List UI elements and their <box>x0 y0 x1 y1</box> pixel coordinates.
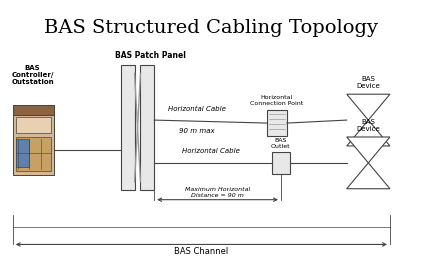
Text: BAS
Outlet: BAS Outlet <box>271 138 291 149</box>
Polygon shape <box>347 137 390 163</box>
Polygon shape <box>347 120 390 146</box>
Polygon shape <box>347 94 390 120</box>
Text: 90 m max: 90 m max <box>179 128 214 134</box>
Bar <box>16 139 30 167</box>
Bar <box>272 152 290 174</box>
Text: BAS
Device: BAS Device <box>357 76 380 89</box>
Text: Horizontal Cable: Horizontal Cable <box>182 148 240 154</box>
Text: BAS
Device: BAS Device <box>357 119 380 132</box>
Text: BAS Patch Panel: BAS Patch Panel <box>115 51 186 60</box>
Bar <box>16 137 51 171</box>
Text: BAS Channel: BAS Channel <box>174 247 228 256</box>
Bar <box>13 105 54 175</box>
Polygon shape <box>347 163 390 189</box>
Text: Maximum Horizontal
Distance = 90 m: Maximum Horizontal Distance = 90 m <box>185 187 250 198</box>
Bar <box>13 105 54 115</box>
Text: BAS Structured Cabling Topology: BAS Structured Cabling Topology <box>44 19 378 37</box>
Bar <box>140 65 154 190</box>
Text: Horizontal
Connection Point: Horizontal Connection Point <box>250 95 304 106</box>
Bar <box>16 117 51 133</box>
Text: BAS
Controller/
Outstation: BAS Controller/ Outstation <box>11 65 54 85</box>
Bar <box>267 110 287 136</box>
Text: Horizontal Cable: Horizontal Cable <box>168 106 225 112</box>
Bar <box>121 65 135 190</box>
